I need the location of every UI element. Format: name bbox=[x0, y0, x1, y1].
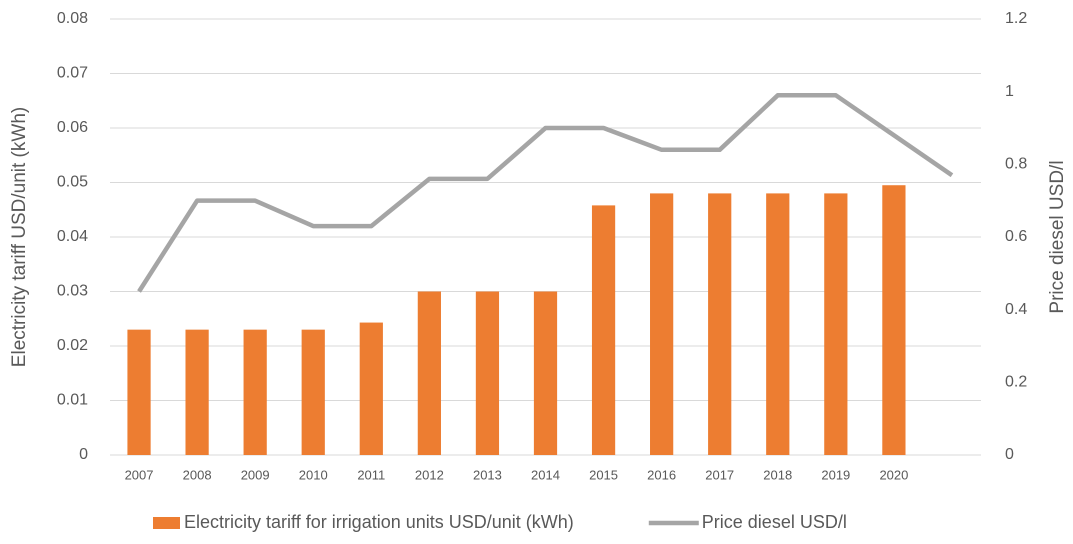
y-tick-label: 0 bbox=[79, 446, 88, 463]
y2-tick-label: 0.8 bbox=[1005, 156, 1027, 173]
x-tick-label: 2017 bbox=[705, 467, 734, 482]
bar bbox=[185, 329, 209, 455]
bar bbox=[417, 291, 441, 455]
y2-tick-label: 0.2 bbox=[1005, 374, 1027, 391]
y2-tick-label: 0 bbox=[1005, 446, 1014, 463]
bar bbox=[359, 322, 383, 455]
y-axis-title: Electricity tariff USD/unit (kWh) bbox=[9, 107, 30, 367]
bar bbox=[766, 193, 790, 455]
y2-tick-label: 1 bbox=[1005, 83, 1014, 100]
y-tick-label: 0.05 bbox=[57, 174, 88, 191]
bar bbox=[243, 329, 267, 455]
y-tick-label: 0.01 bbox=[57, 392, 88, 409]
x-tick-label: 2009 bbox=[241, 467, 270, 482]
x-tick-label: 2011 bbox=[357, 467, 385, 482]
y2-tick-label: 1.2 bbox=[1005, 10, 1027, 27]
x-tick-label: 2016 bbox=[647, 467, 676, 482]
bar bbox=[533, 291, 558, 455]
x-tick-label: 2010 bbox=[299, 467, 328, 482]
x-tick-label: 2014 bbox=[531, 467, 560, 482]
x-tick-label: 2018 bbox=[763, 467, 792, 482]
bar bbox=[301, 329, 325, 455]
legend-label: Electricity tariff for irrigation units … bbox=[184, 512, 574, 532]
bar bbox=[591, 205, 616, 455]
bar bbox=[708, 193, 732, 455]
x-tick-label: 2007 bbox=[125, 467, 154, 482]
bar bbox=[127, 329, 151, 455]
y-tick-label: 0.04 bbox=[57, 228, 88, 245]
y2-tick-label: 0.6 bbox=[1005, 228, 1027, 245]
y-tick-label: 0.02 bbox=[57, 337, 88, 354]
x-tick-label: 2019 bbox=[821, 467, 850, 482]
y-tick-label: 0.03 bbox=[57, 283, 88, 300]
x-tick-label: 2013 bbox=[473, 467, 502, 482]
legend-swatch bbox=[153, 517, 180, 529]
line bbox=[137, 93, 954, 293]
legend-label: Price diesel USD/l bbox=[702, 512, 847, 532]
x-tick-label: 2012 bbox=[415, 467, 444, 482]
y2-axis-title: Price diesel USD/l bbox=[1047, 160, 1068, 313]
bar bbox=[475, 291, 500, 455]
bar bbox=[882, 185, 906, 455]
x-tick-label: 2008 bbox=[183, 467, 212, 482]
bar bbox=[650, 193, 674, 455]
x-tick-label: 2015 bbox=[589, 467, 618, 482]
x-tick-label: 2020 bbox=[879, 467, 908, 482]
bar bbox=[824, 193, 848, 455]
y-tick-label: 0.07 bbox=[57, 65, 88, 82]
y2-tick-label: 0.4 bbox=[1005, 301, 1027, 318]
y-tick-label: 0.06 bbox=[57, 119, 88, 136]
y-tick-label: 0.08 bbox=[57, 10, 88, 27]
